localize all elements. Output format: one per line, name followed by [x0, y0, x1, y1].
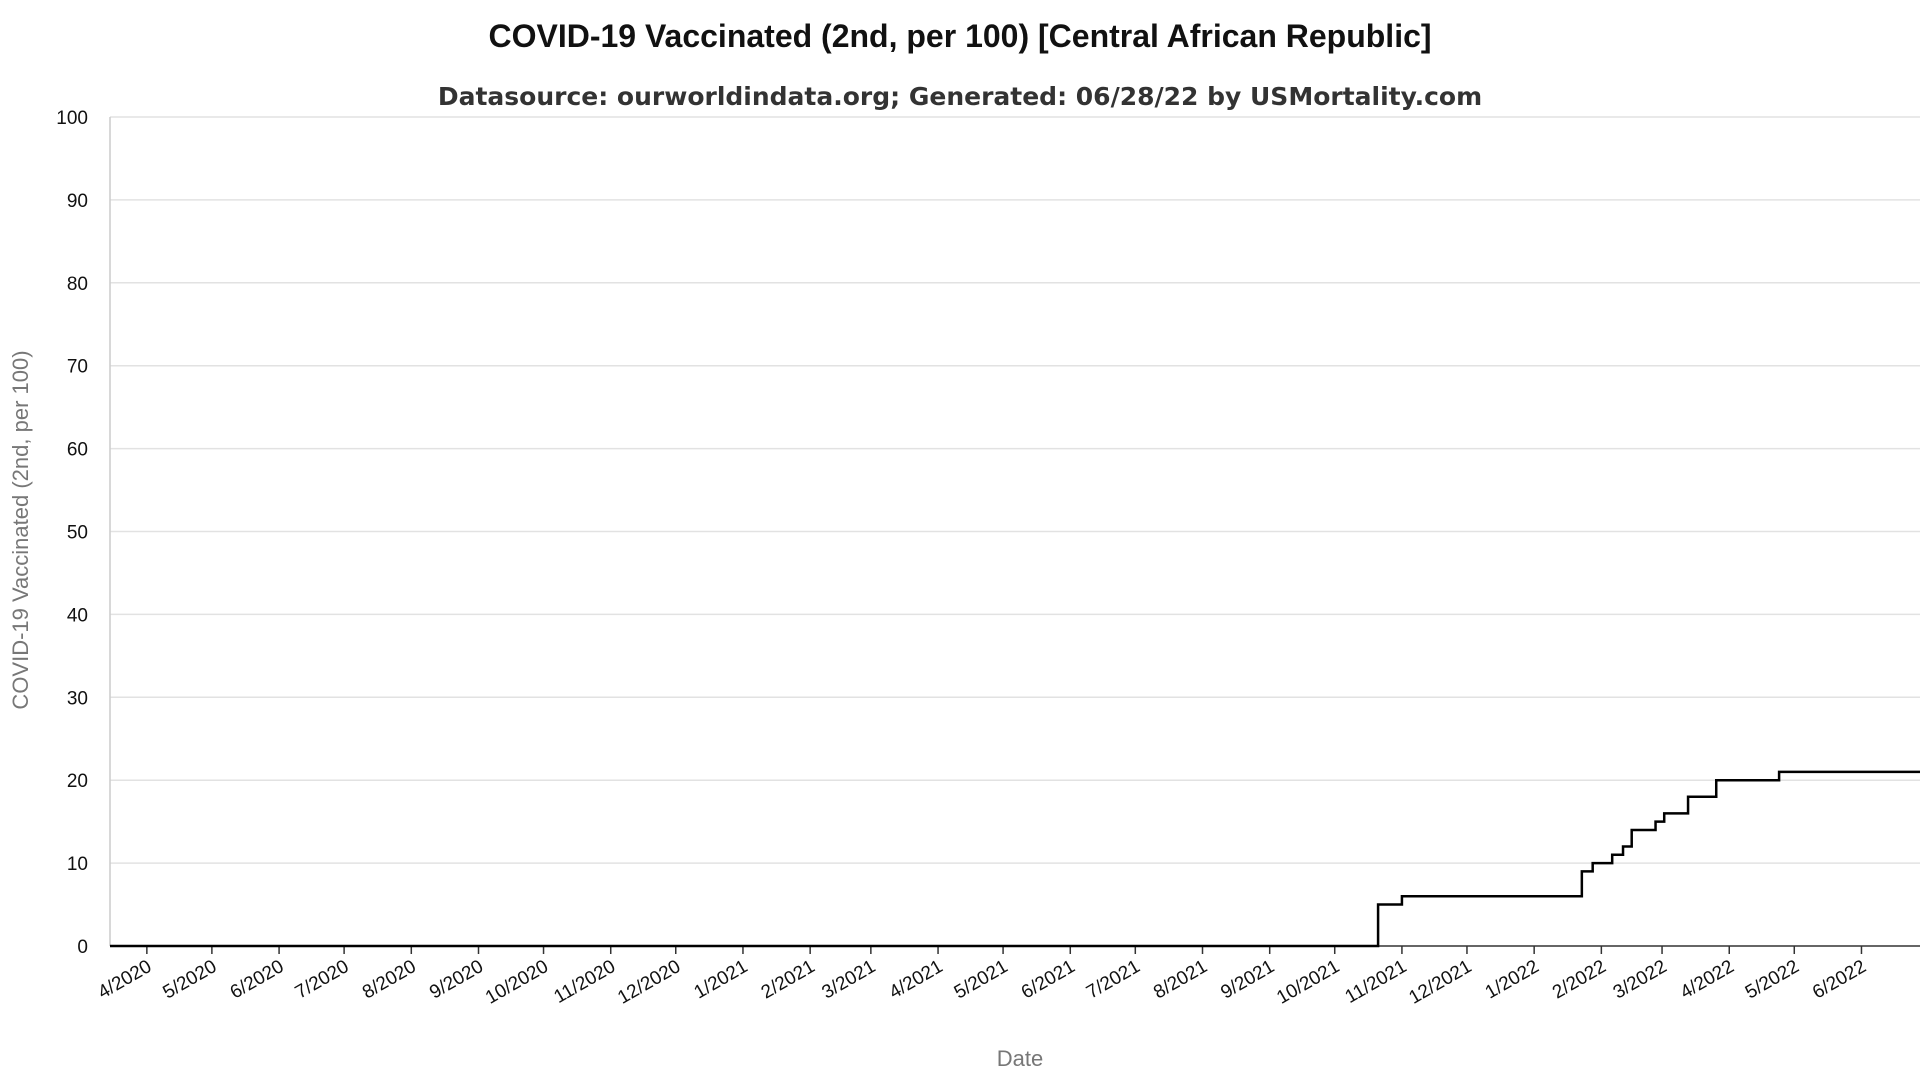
- y-tick-label: 50: [67, 523, 88, 544]
- x-tick-label: 2/2022: [1549, 956, 1610, 1003]
- y-tick-label: 30: [67, 688, 88, 709]
- x-tick-label: 7/2021: [1083, 956, 1144, 1003]
- y-tick-label: 80: [67, 274, 88, 295]
- y-tick-label: 70: [67, 357, 88, 378]
- x-tick-label: 9/2021: [1217, 956, 1278, 1003]
- x-tick-label: 11/2021: [1342, 956, 1411, 1008]
- y-tick-label: 90: [67, 191, 88, 212]
- x-tick-label: 4/2022: [1677, 956, 1738, 1003]
- x-tick-labels: 4/2020 5/2020 6/2020 7/2020 8/2020 9/202010/2…: [95, 956, 1870, 1009]
- gridlines: [110, 116, 1920, 864]
- x-tick-label: 6/2022: [1809, 956, 1870, 1003]
- x-tick-label: 1/2021: [691, 956, 752, 1003]
- y-tick-label: 10: [67, 854, 88, 875]
- y-tick-label: 20: [67, 771, 88, 792]
- x-axis-title: Date: [997, 1046, 1043, 1071]
- x-tick-label: 7/2020: [292, 956, 353, 1003]
- y-tick-labels: 0 10 20 30 40 50 60 70 80 90 100: [56, 108, 88, 958]
- x-tick-label: 9/2020: [426, 956, 487, 1003]
- x-tick-label: 5/2022: [1742, 956, 1803, 1003]
- x-tick-label: 2/2021: [758, 956, 819, 1003]
- series: [110, 770, 1920, 948]
- x-tick-label: 8/2020: [359, 956, 420, 1003]
- chart-title: COVID-19 Vaccinated (2nd, per 100) [Cent…: [488, 18, 1432, 54]
- x-tick-label: 5/2021: [951, 956, 1012, 1003]
- x-tick-label: 8/2021: [1150, 956, 1211, 1003]
- x-tick-label: 12/2020: [614, 956, 684, 1009]
- chart-subtitle: Datasource: ourworldindata.org; Generate…: [437, 82, 1483, 111]
- x-tick-label: 3/2021: [819, 956, 880, 1003]
- series-line: [110, 770, 1920, 948]
- x-tick-label: 4/2021: [886, 956, 947, 1003]
- y-axis-title: COVID-19 Vaccinated (2nd, per 100): [8, 350, 33, 709]
- x-tick-label: 5/2020: [160, 956, 221, 1003]
- x-tick-label: 1/2022: [1482, 956, 1543, 1003]
- axes: [109, 117, 1920, 954]
- x-tick-label: 10/2020: [482, 956, 552, 1009]
- x-tick-label: 6/2020: [227, 956, 288, 1003]
- x-tick-label: 3/2022: [1610, 956, 1671, 1003]
- y-tick-label: 100: [56, 108, 88, 129]
- x-tick-label: 12/2021: [1405, 956, 1475, 1009]
- x-tick-label: 4/2020: [95, 956, 156, 1003]
- x-tick-label: 6/2021: [1018, 956, 1079, 1003]
- y-tick-label: 40: [67, 605, 88, 626]
- x-tick-label: 11/2020: [550, 956, 619, 1008]
- y-tick-label: 60: [67, 440, 88, 461]
- x-tick-label: 10/2021: [1273, 956, 1343, 1009]
- y-tick-label: 0: [77, 937, 88, 958]
